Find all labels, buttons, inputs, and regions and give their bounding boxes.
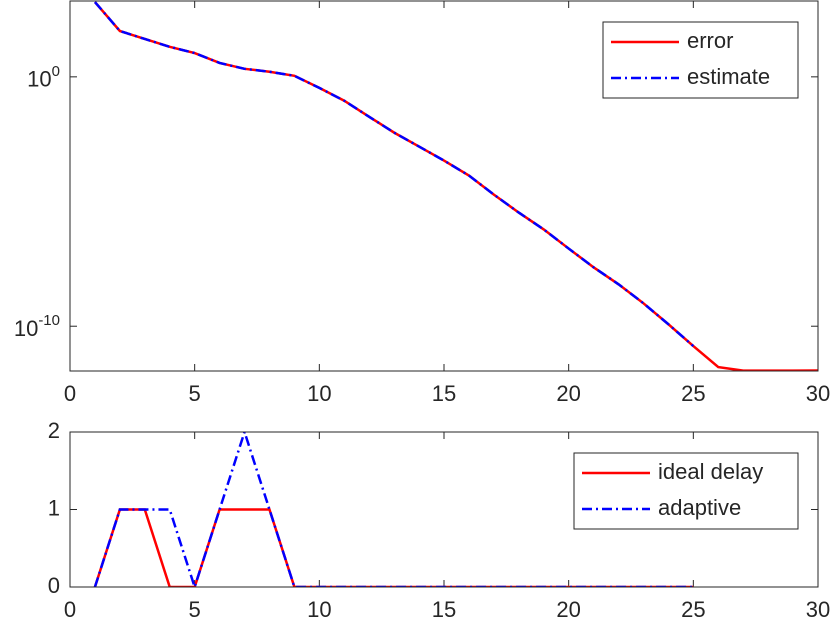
y-tick-label: 1: [48, 495, 60, 520]
axes-box: [69, 0, 819, 372]
legend-label: ideal delay: [658, 459, 763, 484]
y-tick-label: 2: [48, 418, 60, 443]
x-tick-label: 30: [806, 597, 830, 622]
axes-box: [69, 431, 819, 588]
series-line: [93, 1, 695, 348]
x-tick-label: 25: [681, 597, 705, 622]
legend-box: [573, 452, 799, 530]
x-tick-label: 20: [556, 381, 580, 406]
x-tick-label: 0: [64, 381, 76, 406]
x-tick-label: 10: [307, 597, 331, 622]
legend-label: adaptive: [658, 495, 741, 520]
x-tick-label: 15: [432, 597, 456, 622]
legend-label: error: [687, 28, 733, 53]
legend-box: [602, 21, 799, 99]
plot-lines: [93, 1, 818, 371]
y-tick-label: 10-10: [14, 312, 60, 341]
x-tick-label: 5: [189, 381, 201, 406]
x-tick-label: 10: [307, 381, 331, 406]
x-tick-label: 30: [806, 381, 830, 406]
x-tick-label: 15: [432, 381, 456, 406]
y-tick-label: 100: [27, 63, 60, 92]
x-tick-label: 25: [681, 381, 705, 406]
x-tick-label: 0: [64, 597, 76, 622]
x-tick-label: 5: [189, 597, 201, 622]
x-tick-label: 20: [556, 597, 580, 622]
legend-label: estimate: [687, 64, 770, 89]
y-tick-label: 0: [48, 573, 60, 598]
